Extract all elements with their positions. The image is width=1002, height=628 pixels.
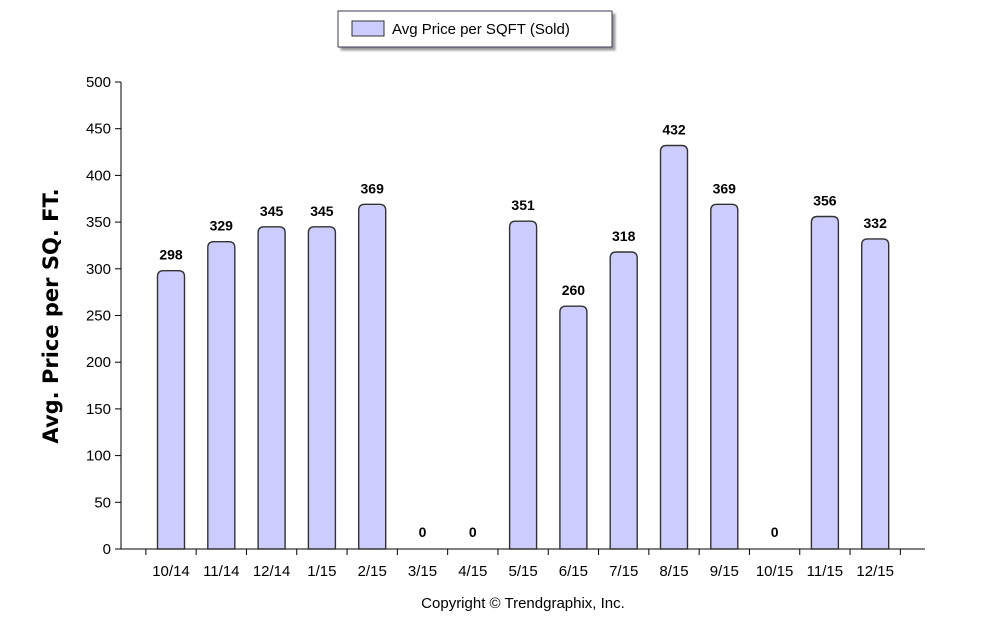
bar-value-label: 369 (713, 180, 737, 196)
x-tick-label: 5/15 (508, 563, 537, 580)
bar (257, 226, 286, 550)
x-tick-label: 6/15 (559, 563, 588, 580)
y-tick-label: 350 (86, 214, 111, 231)
y-ticks: 0 50 100 150 200 250 300 350 400 450 500 (86, 74, 121, 558)
bars (156, 144, 890, 550)
data-labels: 298 329 345 345 369 0 0 351 260 318 432 369 0 356 332 (159, 122, 887, 540)
bar-value-label: 329 (210, 218, 234, 234)
x-tick-label: 11/15 (807, 563, 843, 580)
bar (508, 220, 538, 550)
x-tick-label: 8/15 (659, 563, 688, 580)
bar (307, 226, 337, 550)
bar-value-label: 318 (612, 228, 636, 244)
x-tick-label: 3/15 (408, 563, 437, 580)
bar-value-label: 432 (662, 122, 686, 138)
y-tick-label: 400 (86, 167, 111, 184)
bar-value-label: 0 (469, 524, 477, 540)
bar (207, 241, 236, 550)
y-tick-label: 150 (86, 401, 111, 418)
legend-label: Avg Price per SQFT (Sold) (392, 21, 570, 38)
legend-swatch (351, 20, 385, 37)
bar-value-label: 345 (310, 203, 334, 219)
bar-value-label: 260 (562, 282, 586, 298)
x-tick-label: 1/15 (307, 563, 336, 580)
bar (810, 215, 840, 550)
bar-value-label: 369 (361, 180, 385, 196)
bar-value-label: 356 (813, 192, 837, 208)
y-tick-label: 200 (86, 354, 111, 371)
x-tick-label: 7/15 (609, 563, 638, 580)
bar-value-label: 0 (771, 524, 779, 540)
bar-value-label: 332 (864, 215, 888, 231)
bar-value-label: 298 (159, 247, 183, 263)
bar (559, 305, 588, 550)
x-tick-label: 9/15 (710, 563, 739, 580)
bar (659, 144, 689, 550)
copyright-text: Copyright © Trendgraphix, Inc. (421, 595, 625, 612)
x-tick-label: 10/14 (152, 563, 190, 580)
x-tick-label: 4/15 (458, 563, 487, 580)
bar-value-label: 345 (260, 203, 284, 219)
y-tick-label: 100 (86, 448, 111, 465)
legend: Avg Price per SQFT (Sold) (337, 10, 613, 48)
bar (609, 251, 638, 550)
y-tick-label: 250 (86, 308, 111, 325)
x-tick-label: 11/14 (203, 563, 239, 580)
bar (156, 269, 186, 550)
y-tick-label: 50 (94, 494, 111, 511)
bar (861, 238, 890, 550)
x-tick-label: 12/15 (856, 563, 894, 580)
y-tick-label: 0 (103, 541, 111, 558)
y-tick-label: 500 (86, 74, 111, 91)
y-axis-label: Avg. Price per SQ. FT. (39, 188, 63, 443)
bar (710, 203, 739, 550)
bar-value-label: 0 (419, 524, 427, 540)
x-ticks: 10/14 11/14 12/14 1/15 2/15 3/15 4/15 5/15 6/15 7… (145, 549, 901, 580)
bar-value-label: 351 (511, 197, 535, 213)
x-tick-label: 12/14 (253, 563, 291, 580)
y-tick-label: 300 (86, 261, 111, 278)
x-tick-label: 2/15 (358, 563, 387, 580)
y-tick-label: 450 (86, 121, 111, 138)
x-tick-label: 10/15 (756, 563, 794, 580)
bar (358, 203, 387, 550)
